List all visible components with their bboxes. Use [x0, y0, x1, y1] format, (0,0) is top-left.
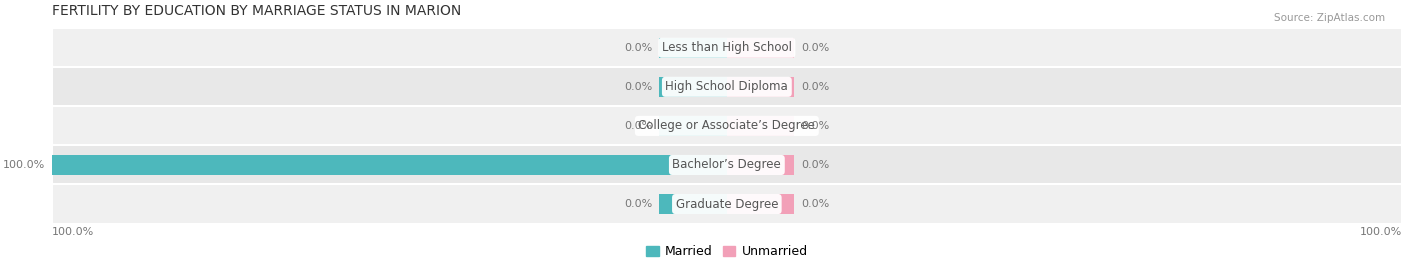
- Text: 0.0%: 0.0%: [801, 160, 830, 170]
- Bar: [52, 67, 1402, 106]
- Legend: Married, Unmarried: Married, Unmarried: [641, 240, 813, 263]
- Text: 0.0%: 0.0%: [801, 43, 830, 53]
- Text: Less than High School: Less than High School: [662, 41, 792, 54]
- Bar: [659, 38, 727, 58]
- Bar: [52, 28, 1402, 67]
- Text: FERTILITY BY EDUCATION BY MARRIAGE STATUS IN MARION: FERTILITY BY EDUCATION BY MARRIAGE STATU…: [52, 4, 461, 18]
- Bar: [727, 38, 794, 58]
- Bar: [659, 77, 727, 97]
- Bar: [659, 116, 727, 136]
- Bar: [52, 146, 1402, 185]
- Bar: [727, 194, 794, 214]
- Text: 100.0%: 100.0%: [52, 227, 94, 237]
- Text: Source: ZipAtlas.com: Source: ZipAtlas.com: [1274, 13, 1385, 23]
- Text: 100.0%: 100.0%: [1360, 227, 1402, 237]
- Bar: [727, 155, 794, 175]
- Text: 0.0%: 0.0%: [624, 43, 652, 53]
- Bar: [727, 116, 794, 136]
- Text: 0.0%: 0.0%: [801, 82, 830, 92]
- Bar: [52, 185, 1402, 224]
- Text: High School Diploma: High School Diploma: [665, 80, 789, 93]
- Bar: [659, 194, 727, 214]
- Text: College or Associate’s Degree: College or Associate’s Degree: [638, 119, 815, 132]
- Text: 0.0%: 0.0%: [624, 121, 652, 131]
- Bar: [52, 155, 727, 175]
- Text: 0.0%: 0.0%: [801, 199, 830, 209]
- Text: 0.0%: 0.0%: [624, 82, 652, 92]
- Text: 0.0%: 0.0%: [801, 121, 830, 131]
- Text: 0.0%: 0.0%: [624, 199, 652, 209]
- Text: 100.0%: 100.0%: [3, 160, 45, 170]
- Bar: [727, 77, 794, 97]
- Text: Graduate Degree: Graduate Degree: [676, 197, 778, 211]
- Text: Bachelor’s Degree: Bachelor’s Degree: [672, 158, 782, 171]
- Bar: [52, 106, 1402, 146]
